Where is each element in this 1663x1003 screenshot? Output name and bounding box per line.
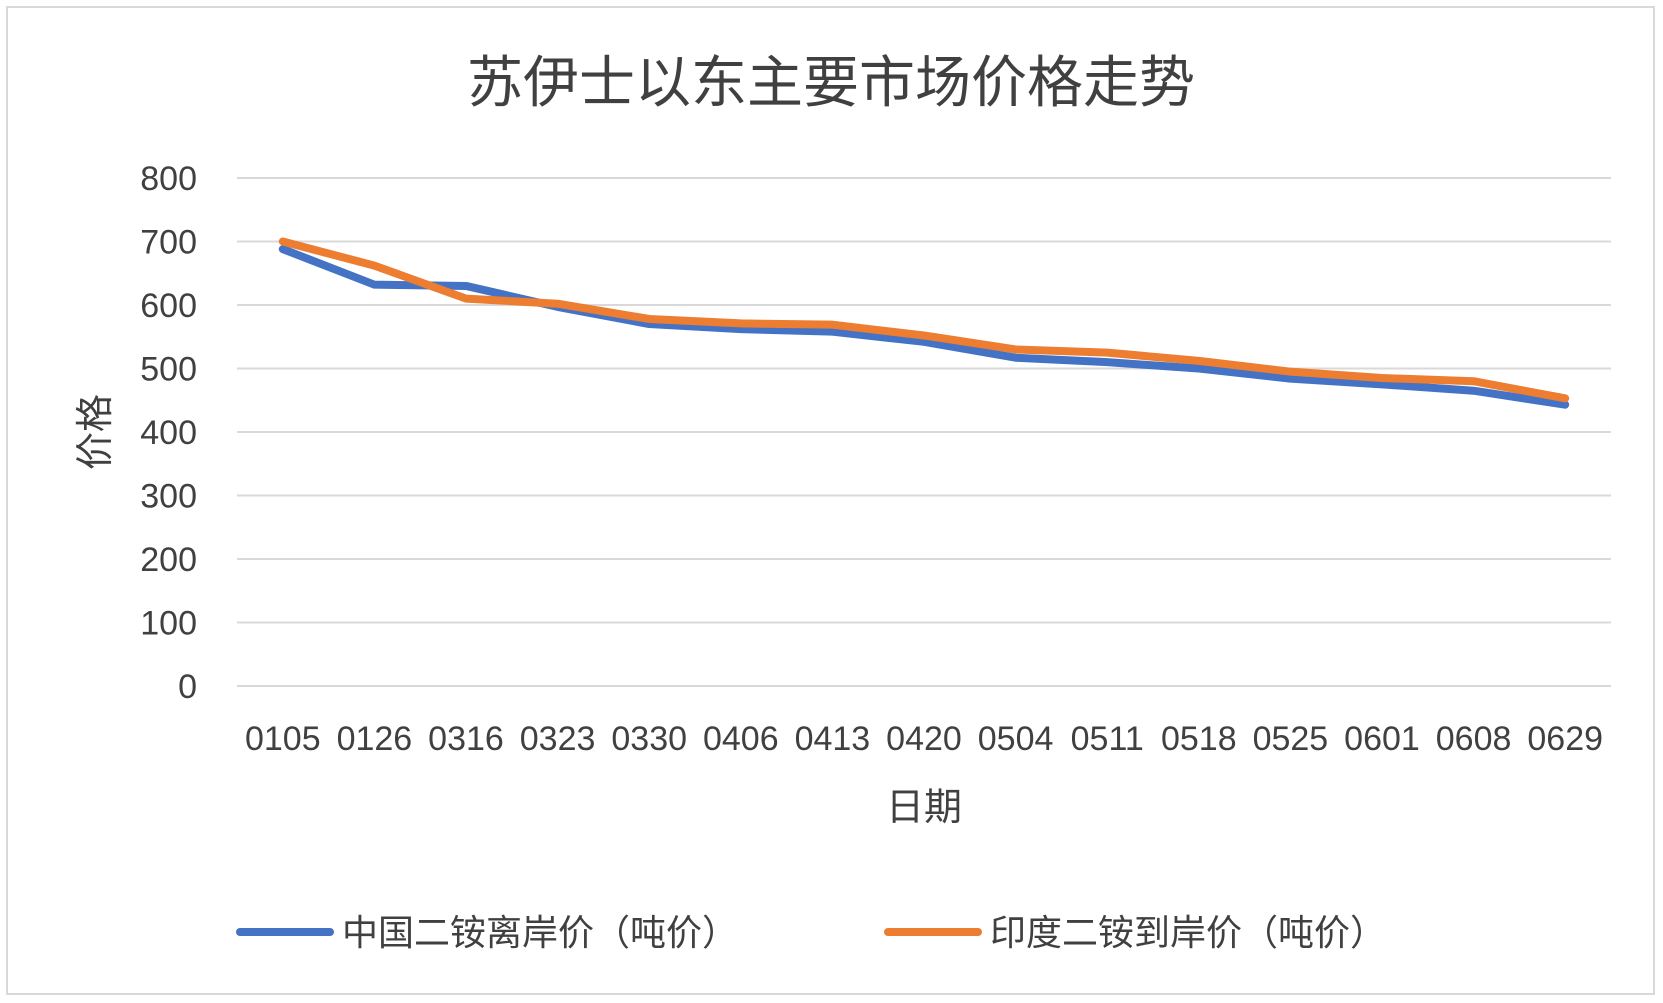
y-axis-title: 价格	[73, 394, 117, 470]
series-line-1	[278, 245, 1570, 409]
y-tick-label: 0	[178, 668, 197, 706]
y-tick-label: 200	[140, 541, 197, 579]
x-tick-label: 0518	[1161, 720, 1237, 758]
x-tick-label: 0406	[703, 720, 779, 758]
y-tick-label: 700	[140, 224, 197, 262]
chart-frame	[6, 6, 1655, 995]
x-tick-label: 0601	[1344, 720, 1420, 758]
x-tick-label: 0316	[428, 720, 504, 758]
x-tick-label: 0126	[337, 720, 413, 758]
series-line-2	[278, 237, 1570, 403]
x-axis-ticks: 0105 0126 0316 0323 0330 0406 0413 0420 0504 0511…	[245, 720, 1603, 758]
x-tick-label: 0420	[886, 720, 962, 758]
y-tick-label: 800	[140, 160, 197, 198]
chart-title: 苏伊士以东主要市场价格走势	[467, 51, 1195, 116]
y-tick-label: 300	[140, 478, 197, 516]
x-tick-label: 0330	[611, 720, 687, 758]
x-tick-label: 0511	[1071, 720, 1144, 758]
gridlines	[237, 177, 1611, 687]
x-tick-label: 0608	[1436, 720, 1512, 758]
y-tick-label: 600	[140, 287, 197, 325]
series-lines	[278, 237, 1570, 409]
y-tick-label: 100	[140, 605, 197, 643]
y-axis-ticks: 0 100 200 300 400 500 600 700 800	[140, 160, 197, 706]
legend: 中国二铵离岸价（吨价） 印度二铵到岸价（吨价）	[236, 913, 1386, 954]
x-tick-label: 0105	[245, 720, 321, 758]
x-tick-label: 0525	[1253, 720, 1329, 758]
x-tick-label: 0413	[795, 720, 871, 758]
x-tick-label: 0323	[520, 720, 596, 758]
legend-label-2: 印度二铵到岸价（吨价）	[990, 913, 1386, 954]
legend-label-1: 中国二铵离岸价（吨价）	[342, 913, 738, 954]
x-tick-label: 0504	[978, 720, 1054, 758]
y-tick-label: 400	[140, 414, 197, 452]
y-tick-label: 500	[140, 351, 197, 389]
x-tick-label: 0629	[1527, 720, 1603, 758]
x-axis-title: 日期	[886, 785, 962, 829]
